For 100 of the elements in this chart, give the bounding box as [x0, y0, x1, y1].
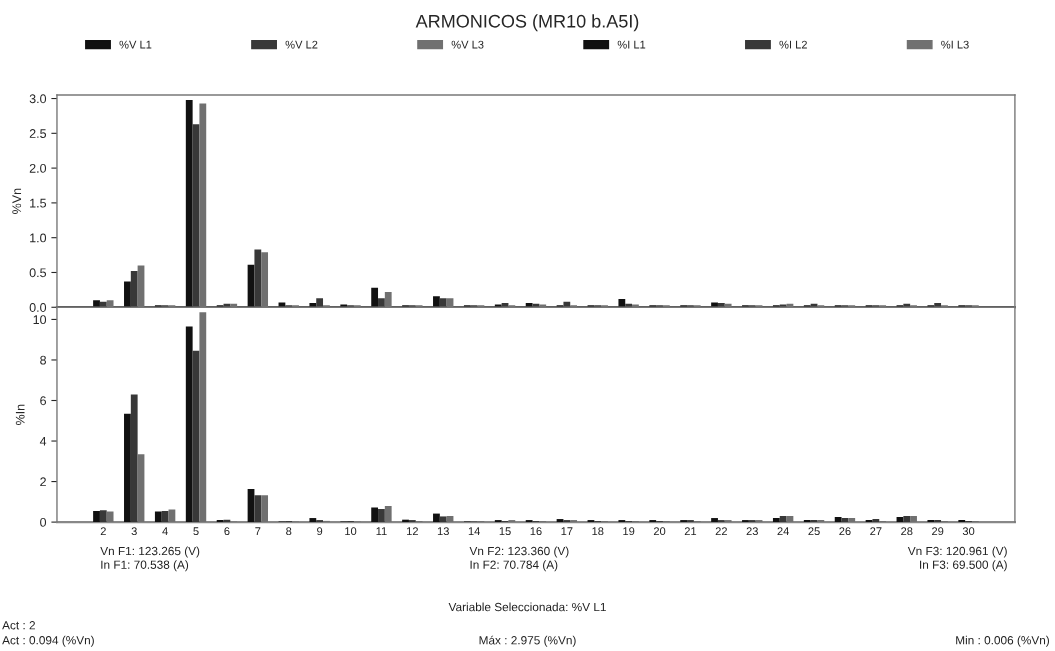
x-tick-label: 2: [100, 527, 106, 536]
bar: [872, 519, 880, 523]
legend-label: %I L2: [779, 40, 807, 49]
bar: [848, 518, 856, 523]
bar: [748, 305, 756, 308]
y-axis-title: %Vn: [12, 188, 22, 214]
bar: [154, 511, 162, 523]
bar: [378, 508, 385, 523]
bar: [594, 305, 602, 308]
bar: [687, 305, 694, 308]
text: Vn F1: 123.265 (V): [100, 546, 200, 558]
x-tick-label: 10: [345, 527, 357, 536]
bar: [965, 305, 972, 308]
x-tick-label: 3: [131, 527, 137, 536]
bar: [958, 520, 966, 523]
bar: [285, 305, 293, 308]
bar: [347, 305, 354, 308]
bar: [680, 520, 688, 523]
y-tick-label: 0.5: [29, 268, 47, 278]
x-tick-label: 6: [224, 527, 230, 536]
bar: [563, 301, 571, 308]
x-tick-label: 26: [839, 527, 851, 536]
bar: [124, 413, 131, 523]
x-tick-label: 9: [317, 527, 323, 536]
x-tick-label: 23: [746, 527, 758, 536]
x-tick-label: 30: [962, 527, 975, 536]
text: Vn F3: 120.961 (V): [907, 546, 1007, 558]
bar: [903, 516, 911, 523]
bar: [927, 520, 935, 523]
bar: [717, 303, 725, 308]
x-tick-label: 29: [932, 527, 944, 536]
y-tick-label: 1.5: [30, 198, 47, 208]
bar: [508, 520, 516, 523]
bar: [570, 520, 578, 523]
bar: [649, 520, 657, 523]
bar: [216, 520, 224, 523]
bar: [93, 510, 100, 523]
text: Variable Seleccionada: %V L1: [448, 602, 606, 612]
bar: [161, 305, 169, 308]
bar: [711, 518, 718, 523]
bar: [130, 271, 138, 308]
bar: [563, 520, 571, 523]
bar: [384, 505, 392, 523]
bar: [494, 520, 502, 523]
bar: [772, 518, 780, 523]
bar: [433, 513, 440, 523]
bar: [99, 301, 107, 308]
bar: [742, 520, 749, 523]
x-tick-label: 7: [255, 527, 261, 536]
bar: [910, 516, 917, 523]
x-tick-label: 14: [468, 527, 480, 536]
legend-label: %I L3: [941, 40, 969, 49]
text: In F2: 70.784 (A): [470, 560, 558, 572]
x-tick-label: 4: [162, 527, 168, 536]
bar: [185, 326, 193, 523]
bar: [408, 305, 416, 308]
bar: [470, 305, 478, 308]
x-tick-label: 11: [376, 527, 387, 536]
x-tick-label: 27: [870, 527, 882, 536]
y-tick-label: 6: [40, 396, 46, 406]
bar: [199, 312, 207, 523]
bar: [872, 305, 880, 308]
y-tick-label: 8: [40, 355, 47, 365]
bar: [934, 303, 942, 308]
text: In F1: 70.538 (A): [101, 560, 189, 572]
y-tick-label: 2.5: [29, 129, 47, 138]
bar: [106, 511, 114, 523]
bar: [261, 495, 269, 523]
y-tick-label: 3.0: [29, 94, 47, 104]
legend-label: %V L1: [119, 40, 152, 49]
x-tick-label: 24: [777, 527, 790, 536]
bar: [656, 305, 663, 308]
x-tick-label: 28: [901, 527, 913, 536]
x-tick-label: 20: [653, 527, 666, 536]
legend-label: %V L2: [285, 40, 318, 49]
bar: [130, 394, 138, 523]
text: Min : 0.006 (%Vn): [956, 635, 1049, 647]
bar: [439, 516, 447, 523]
bar: [724, 520, 732, 523]
bar: [525, 520, 533, 523]
x-tick-label: 12: [407, 527, 418, 536]
y-tick-label: 4: [39, 436, 47, 446]
y-tick-label: 10: [33, 315, 47, 325]
x-tick-label: 15: [499, 527, 511, 536]
legend-label: %V L3: [451, 40, 484, 49]
x-tick-label: 16: [530, 527, 542, 536]
y-axis-title: %In: [15, 404, 25, 426]
bar: [161, 510, 169, 523]
x-tick-label: 5: [193, 527, 199, 536]
bar: [934, 520, 942, 523]
bar: [316, 520, 324, 523]
x-tick-label: 13: [437, 527, 449, 536]
y-tick-label: 0: [40, 517, 47, 527]
text: Vn F2: 123.360 (V): [469, 546, 569, 558]
bar: [99, 510, 107, 523]
text: Act : 2: [2, 621, 35, 630]
bar: [408, 520, 416, 523]
x-tick-label: 21: [684, 527, 697, 536]
y-tick-label: 1.0: [30, 233, 47, 243]
x-tick-label: 22: [715, 527, 727, 536]
